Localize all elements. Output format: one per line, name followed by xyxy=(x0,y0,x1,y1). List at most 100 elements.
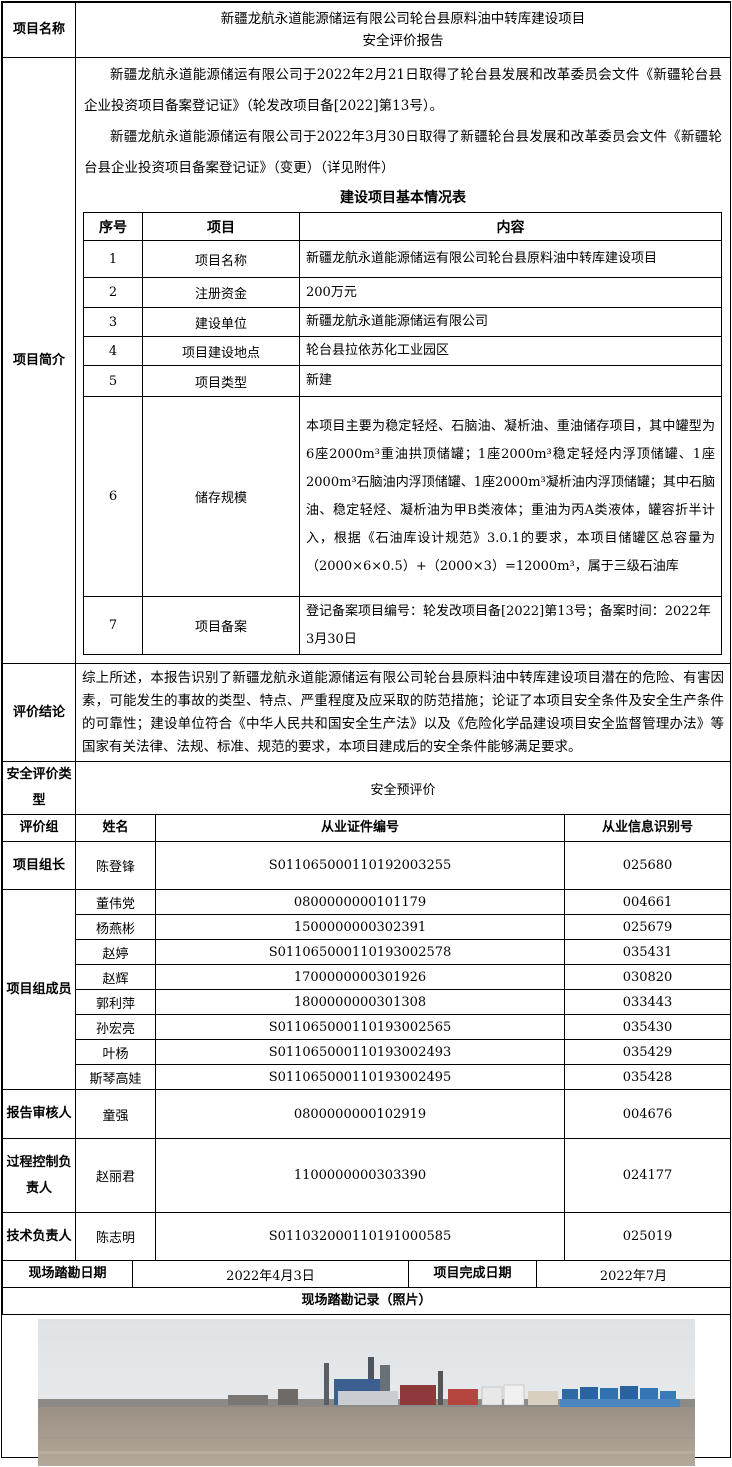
reviewer-id: 004676 xyxy=(563,1089,732,1139)
member-id: 033443 xyxy=(563,989,732,1015)
tech-label: 技术负责人 xyxy=(2,1212,76,1261)
table-row: 1 项目名称 新疆龙航永道能源储运有限公司轮台县原料油中转库建设项目 xyxy=(83,240,722,278)
member-row: 项目组成员 董伟党 0800000000101179 004661 xyxy=(2,889,732,1090)
member-name: 董伟党 xyxy=(75,889,156,915)
survey-date-value: 2022年4月3日 xyxy=(132,1260,409,1288)
member-row: 叶杨 S011065000110193002493 035429 xyxy=(3,1039,732,1065)
row-no: 4 xyxy=(83,336,143,366)
row-item: 储存规模 xyxy=(142,396,300,597)
group-header-name: 姓名 xyxy=(75,814,156,842)
leader-cert: S011065000110192003255 xyxy=(155,841,565,890)
member-name: 赵婷 xyxy=(75,939,156,965)
eval-type-label: 安全评价类型 xyxy=(2,761,76,815)
reviewer-label: 报告审核人 xyxy=(2,1089,76,1139)
row-item: 注册资金 xyxy=(142,277,300,308)
member-cert: 1700000000301926 xyxy=(155,964,565,990)
reviewer-row: 报告审核人 童强 0800000000102919 004676 xyxy=(2,1089,732,1139)
member-row: 孙宏亮 S011065000110193002565 035430 xyxy=(3,1014,732,1040)
table-row: 6 储存规模 本项目主要为稳定轻烃、石脑油、凝析油、重油储存项目，其中罐型为6座… xyxy=(83,396,722,597)
row-no: 5 xyxy=(83,365,143,397)
report-table: 项目名称 新疆龙航永道能源储运有限公司轮台县原料油中转库建设项目 安全评价报告 … xyxy=(2,2,732,1261)
member-id: 035428 xyxy=(563,1064,732,1090)
row-content: 新疆龙航永道能源储运有限公司 xyxy=(299,307,722,337)
basic-info-table-title: 建设项目基本情况表 xyxy=(340,190,466,206)
row-no: 2 xyxy=(83,277,143,308)
member-id: 004661 xyxy=(563,889,732,915)
table-row: 3 建设单位 新疆龙航永道能源储运有限公司 xyxy=(83,307,722,337)
member-row: 赵辉 1700000000301926 030820 xyxy=(3,964,732,990)
member-id: 030820 xyxy=(563,964,732,990)
row-content: 登记备案项目编号：轮发改项目备[2022]第13号；备案时间：2022年3月30… xyxy=(299,596,722,655)
members-label: 项目组成员 xyxy=(2,889,76,1090)
leader-name: 陈登锋 xyxy=(75,841,156,890)
row-item: 项目备案 xyxy=(142,596,300,655)
member-cert: 1800000000301308 xyxy=(155,989,565,1015)
header-content: 内容 xyxy=(299,212,722,241)
eval-type-value: 安全预评价 xyxy=(74,761,732,815)
table-row: 7 项目备案 登记备案项目编号：轮发改项目备[2022]第13号；备案时间：20… xyxy=(83,596,722,655)
member-cert: 0800000000101179 xyxy=(155,889,565,915)
conclusion-label: 评价结论 xyxy=(2,663,76,762)
leader-label: 项目组长 xyxy=(2,841,76,890)
tech-id: 025019 xyxy=(563,1212,732,1261)
member-id: 035431 xyxy=(563,939,732,965)
member-name: 赵辉 xyxy=(75,964,156,990)
photo-area xyxy=(2,1315,730,1467)
member-id: 035429 xyxy=(563,1039,732,1065)
row-content: 新疆龙航永道能源储运有限公司轮台县原料油中转库建设项目 xyxy=(299,240,722,278)
intro-cell: 新疆龙航永道能源储运有限公司于2022年2月21日取得了轮台县发展和改革委员会文… xyxy=(74,57,732,664)
survey-date-label: 现场踏勘日期 xyxy=(2,1260,133,1288)
row-item: 项目类型 xyxy=(142,365,300,397)
member-cert: S011065000110193002495 xyxy=(155,1064,565,1090)
table-row: 2 注册资金 200万元 xyxy=(83,277,722,308)
photo-title: 现场踏勘记录（照片） xyxy=(2,1287,731,1315)
member-name: 杨燕彬 xyxy=(75,914,156,940)
project-name-line1: 新疆龙航永道能源储运有限公司轮台县原料油中转库建设项目 xyxy=(220,11,586,27)
member-cert: S011065000110193002493 xyxy=(155,1039,565,1065)
member-name: 孙宏亮 xyxy=(75,1014,156,1040)
tech-row: 技术负责人 陈志明 S011032000110191000585 025019 xyxy=(2,1212,732,1261)
member-row: 斯琴高娃 S011065000110193002495 035428 xyxy=(3,1064,732,1090)
member-name: 叶杨 xyxy=(75,1039,156,1065)
leader-row: 项目组长 陈登锋 S011065000110192003255 025680 xyxy=(2,841,732,890)
member-name: 斯琴高娃 xyxy=(75,1064,156,1090)
member-cert: S011065000110193002565 xyxy=(155,1014,565,1040)
row-item: 建设单位 xyxy=(142,307,300,337)
intro-label: 项目简介 xyxy=(2,57,76,664)
member-id: 035430 xyxy=(563,1014,732,1040)
header-item: 项目 xyxy=(142,212,300,241)
reviewer-name: 童强 xyxy=(75,1089,156,1139)
conclusion-text: 综上所述，本报告识别了新疆龙航永道能源储运有限公司轮台县原料油中转库建设项目潜在… xyxy=(74,663,732,762)
row-no: 3 xyxy=(83,307,143,337)
tech-cert: S011032000110191000585 xyxy=(155,1212,565,1261)
member-name: 郭利萍 xyxy=(75,989,156,1015)
intro-paragraph-1: 新疆龙航永道能源储运有限公司于2022年2月21日取得了轮台县发展和改革委员会文… xyxy=(84,67,723,114)
row-content: 本项目主要为稳定轻烃、石脑油、凝析油、重油储存项目，其中罐型为6座2000m³重… xyxy=(299,396,722,597)
project-name-cell: 新疆龙航永道能源储运有限公司轮台县原料油中转库建设项目 安全评价报告 xyxy=(74,2,732,58)
reviewer-cert: 0800000000102919 xyxy=(155,1089,565,1139)
process-cert: 1100000000303390 xyxy=(155,1138,565,1213)
member-id: 025679 xyxy=(563,914,732,940)
complete-date-label: 项目完成日期 xyxy=(408,1260,537,1288)
row-no: 6 xyxy=(83,396,143,597)
table-row: 5 项目类型 新建 xyxy=(83,365,722,397)
row-content: 200万元 xyxy=(299,277,722,308)
process-row: 过程控制负责人 赵丽君 1100000000303390 024177 xyxy=(2,1138,732,1213)
member-row: 杨燕彬 1500000000302391 025679 xyxy=(3,914,732,940)
intro-paragraph-2: 新疆龙航永道能源储运有限公司于2022年3月30日取得了新疆轮台县发展和改革委员… xyxy=(84,129,723,176)
process-label: 过程控制负责人 xyxy=(2,1138,76,1213)
project-name-label: 项目名称 xyxy=(2,2,76,58)
tech-name: 陈志明 xyxy=(75,1212,156,1261)
process-name: 赵丽君 xyxy=(75,1138,156,1213)
row-no: 1 xyxy=(83,240,143,278)
group-header-role: 评价组 xyxy=(2,814,76,842)
row-content: 轮台县拉依苏化工业园区 xyxy=(299,336,722,366)
table-row: 4 项目建设地点 轮台县拉依苏化工业园区 xyxy=(83,336,722,366)
basic-info-table: 序号 项目 内容 1 项目名称 新疆龙航永道能源储运有限公司轮台县原料油中转库建… xyxy=(83,212,722,655)
group-header-cert: 从业证件编号 xyxy=(155,814,565,842)
site-photo xyxy=(38,1319,695,1466)
member-row: 赵婷 S011065000110193002578 035431 xyxy=(3,939,732,965)
process-id: 024177 xyxy=(563,1138,732,1213)
row-content: 新建 xyxy=(299,365,722,397)
